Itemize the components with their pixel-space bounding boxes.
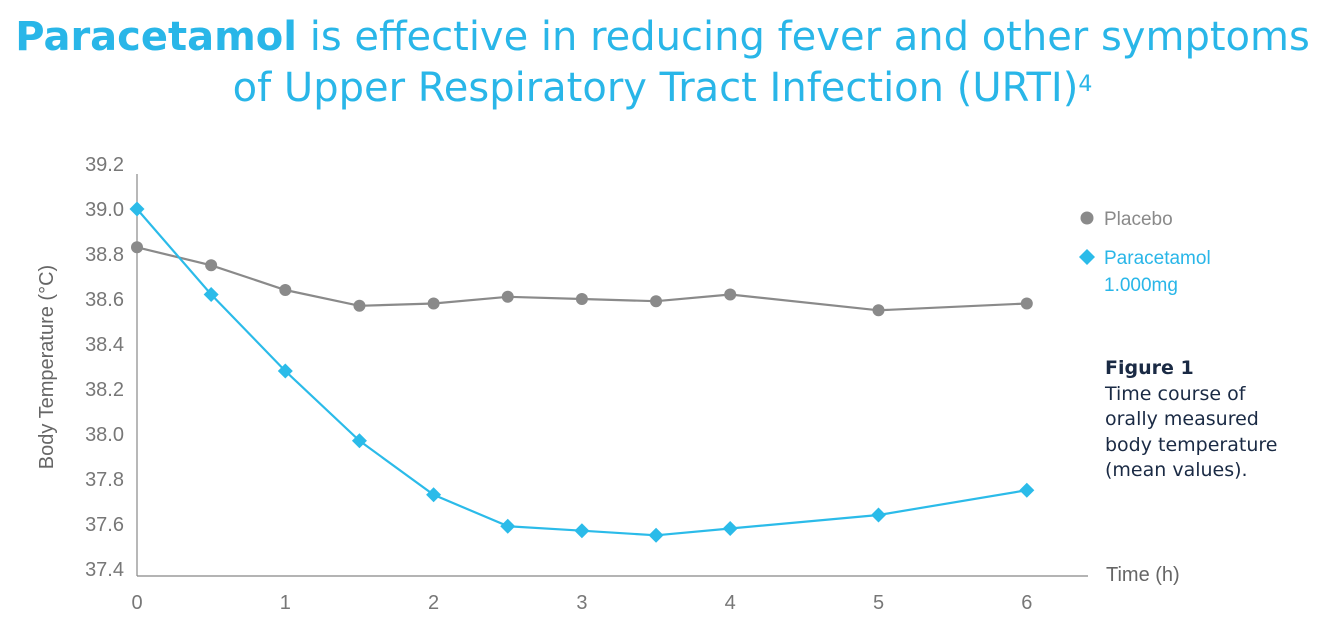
series-placebo <box>131 241 1033 317</box>
x-tick-label: 3 <box>576 592 587 614</box>
data-point <box>1020 297 1033 310</box>
y-tick-label: 38.4 <box>85 334 124 356</box>
y-tick-label: 37.4 <box>85 559 124 581</box>
data-point <box>648 527 664 543</box>
y-tick-label: 38.6 <box>85 289 124 311</box>
x-tick-label: 6 <box>1021 592 1032 614</box>
legend-label-placebo: Placebo <box>1104 209 1173 230</box>
y-tick-label: 39.0 <box>85 199 124 221</box>
data-point <box>131 241 143 254</box>
title-text: is effective in reducing fever and other… <box>232 14 1310 111</box>
y-tick-label: 38.0 <box>85 424 124 446</box>
y-axis-title: Body Temperature (°C) <box>36 265 58 469</box>
legend-marker-paracetamol <box>1079 249 1095 265</box>
legend-label-paracetamol-dose: 1.000mg <box>1104 275 1178 296</box>
series-paracetamol <box>129 201 1035 543</box>
y-tick-label: 38.2 <box>85 379 124 401</box>
data-point <box>501 290 514 303</box>
data-point <box>129 201 145 217</box>
figure-number: Figure 1 <box>1105 357 1194 379</box>
data-point <box>426 487 442 503</box>
x-tick-label: 4 <box>725 592 736 614</box>
data-point <box>871 507 886 523</box>
y-tick-label: 37.6 <box>85 514 124 536</box>
y-tick-label: 39.2 <box>85 154 124 176</box>
data-point <box>575 293 588 305</box>
data-point <box>277 363 293 379</box>
x-tick-labels: 0 1 2 3 4 5 6 <box>131 592 1032 614</box>
caption-line: Time course of <box>1105 382 1246 405</box>
title-reference: 4 <box>1078 72 1093 97</box>
y-tick-label: 37.8 <box>85 469 124 491</box>
y-tick-labels: 37.4 37.6 37.8 38.0 38.2 38.4 38.6 38.8 39.0 39.2 <box>85 154 124 581</box>
data-point <box>203 287 219 302</box>
caption-line: orally measured <box>1105 408 1259 430</box>
axis-labels: Body Temperature (°C) Time (h) <box>36 265 1180 586</box>
x-tick-label: 5 <box>873 592 884 614</box>
data-point <box>722 521 738 536</box>
data-point <box>353 299 366 312</box>
x-tick-label: 0 <box>131 592 142 614</box>
caption-line: (mean values). <box>1105 459 1248 481</box>
title-drug-name: Paracetamol <box>15 14 297 60</box>
x-tick-label: 2 <box>428 592 439 614</box>
x-axis-title: Time (h) <box>1106 564 1180 586</box>
data-point <box>351 433 367 449</box>
data-point <box>279 284 292 296</box>
legend-marker-placebo <box>1080 211 1094 225</box>
chart-axes <box>136 174 1088 577</box>
chart-series <box>129 201 1035 543</box>
data-point <box>427 297 440 310</box>
data-point <box>650 295 663 308</box>
data-point <box>724 288 737 301</box>
page-title: Paracetamol is effective in reducing fev… <box>0 12 1325 114</box>
data-point <box>872 304 885 317</box>
figure-caption: Figure 1 Time course of orally measured … <box>1105 356 1320 484</box>
y-tick-label: 38.8 <box>85 244 124 266</box>
series-line <box>136 208 1027 537</box>
x-tick-label: 1 <box>280 592 291 614</box>
data-point <box>500 518 516 534</box>
legend-label-paracetamol: Paracetamol <box>1104 248 1211 269</box>
data-point <box>205 259 218 272</box>
caption-line: body temperature <box>1105 433 1278 456</box>
data-point <box>1019 482 1035 498</box>
chart-legend: Placebo Paracetamol 1.000mg <box>1079 209 1211 296</box>
data-point <box>574 523 590 539</box>
